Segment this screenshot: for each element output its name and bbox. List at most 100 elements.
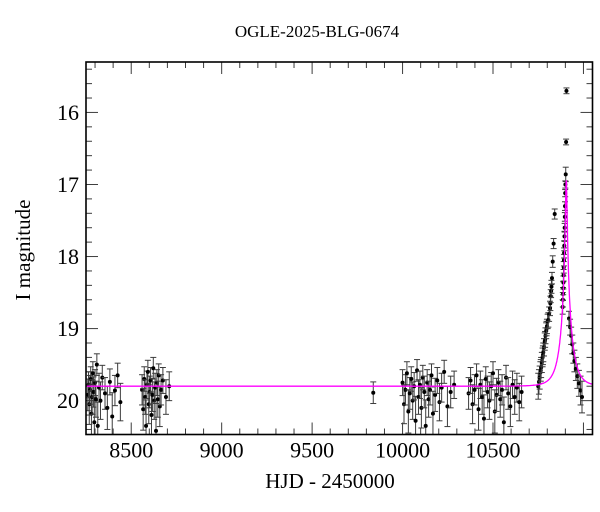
data-point [399,369,406,397]
data-point [117,382,124,422]
data-point [473,363,480,388]
axis-ticks [86,62,593,435]
data-point-marker [512,395,517,400]
data-point-marker [409,377,414,382]
data-point-marker [564,139,569,144]
y-tick-labels: 16 17 18 19 20 [57,100,79,413]
y-tick-label: 18 [57,244,79,269]
data-point-marker [435,378,440,383]
x-tick-label: 10000 [375,438,430,463]
x-tick-label: 8500 [109,438,153,463]
data-point [162,379,169,415]
data-point-marker [415,368,420,373]
data-point-marker [89,411,94,416]
data-point-marker [481,416,486,421]
data-point-marker [150,392,155,397]
data-point [416,370,423,399]
data-point [475,387,482,431]
data-point [551,208,558,220]
data-point-marker [442,369,447,374]
data-point-marker [400,380,405,385]
y-axis-label: I magnitude [11,200,35,301]
data-point [497,380,504,418]
data-point [563,138,570,146]
data-point-marker [406,409,411,414]
data-point [480,394,487,435]
data-point-marker [508,404,513,409]
data-point-marker [501,420,506,425]
data-point-marker [468,378,473,383]
data-point [405,389,412,434]
data-point [562,166,569,183]
data-point-marker [90,371,95,376]
data-point-marker [118,400,123,405]
x-axis-label: HJD - 2450000 [265,469,395,493]
data-point-marker [500,387,505,392]
x-tick-label: 10500 [466,438,521,463]
y-tick-label: 19 [57,316,79,341]
data-point-marker [470,402,475,407]
data-point-marker [514,385,519,390]
data-point-marker [448,389,453,394]
data-point-marker [141,407,146,412]
data-point-marker [580,395,585,400]
data-point-marker [156,373,161,378]
model-curve [86,180,593,387]
data-point-marker [95,423,100,428]
data-point [370,381,377,405]
data-point [114,362,121,389]
data-point-marker [371,390,376,395]
data-point-marker [144,423,149,428]
data-point [451,370,458,399]
data-point-marker [107,379,112,384]
chart-title: OGLE-2025-BLG-0674 [235,22,400,41]
data-point-marker [498,397,503,402]
data-point [516,382,523,422]
data-point [111,374,118,407]
data-point-marker [155,397,160,402]
data-point [408,366,415,392]
data-point-marker [551,241,556,246]
plot-area: 8500 9000 9500 10000 10500 16 17 18 19 20 [57,61,594,463]
data-point-marker [149,413,154,418]
data-point-marker [474,373,479,378]
data-point-marker [407,391,412,396]
data-point-marker [159,387,164,392]
data-point [148,391,155,435]
data-point-marker [92,420,97,425]
data-point [140,387,147,431]
data-point [495,369,502,397]
plot-frame [85,61,594,436]
data-points [86,87,586,435]
data-point-marker [145,369,150,374]
data-point-marker [506,391,511,396]
data-point-marker [549,284,554,289]
data-point [500,396,507,435]
data-point-marker [476,407,481,412]
data-point [447,375,454,409]
data-point-marker [519,389,524,394]
data-point-marker [115,373,120,378]
data-point [513,372,520,403]
y-tick-label: 16 [57,100,79,125]
data-point-marker [105,405,110,410]
data-point-marker [112,388,117,393]
data-point [548,279,555,294]
data-point [550,238,557,250]
data-point [549,255,556,268]
data-point-marker [564,88,569,93]
y-tick-label: 17 [57,172,79,197]
data-point-marker [491,371,496,376]
x-tick-label: 9500 [290,438,334,463]
data-point [406,377,413,410]
data-point-marker [483,377,488,382]
data-point [441,359,448,384]
data-point [421,375,428,409]
data-point-marker [549,276,554,281]
x-tick-label: 9000 [200,438,244,463]
data-point [428,363,435,388]
data-point-marker [576,381,581,386]
data-point [92,369,99,397]
